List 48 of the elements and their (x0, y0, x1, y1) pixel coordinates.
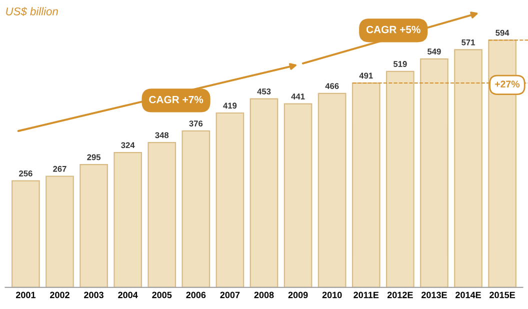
x-tick-label: 2012E (387, 292, 413, 298)
bar (420, 58, 448, 288)
x-tick-label: 2008 (254, 292, 274, 298)
x-tick-label: 2013E (421, 292, 447, 298)
data-label: 267 (53, 166, 66, 172)
bar (386, 70, 414, 288)
data-label: 324 (121, 142, 135, 148)
data-label: 453 (257, 88, 271, 94)
bar (318, 92, 346, 288)
data-label: 295 (87, 154, 101, 160)
data-label: 491 (359, 72, 373, 79)
x-tick-label: 2003 (84, 292, 104, 298)
text: CAGR +5% (366, 26, 420, 34)
x-tick-label: 2007 (220, 292, 240, 298)
annotation: CAGR +7% (149, 96, 204, 104)
x-tick-label: 2014E (456, 292, 481, 298)
bar (454, 49, 482, 288)
data-label: 348 (155, 132, 169, 138)
bar (216, 112, 244, 288)
x-tick-label: 2002 (50, 292, 70, 298)
x-tick-label: 2010 (322, 292, 342, 298)
data-label: 466 (325, 83, 339, 90)
x-tick-label: 2009 (288, 292, 308, 298)
bar (114, 152, 142, 288)
x-tick-label: 2001 (16, 292, 36, 298)
bar (284, 103, 312, 288)
data-label: 419 (223, 102, 237, 109)
data-label: 549 (428, 48, 441, 54)
data-label: 571 (462, 40, 475, 46)
bar (12, 180, 40, 288)
x-tick-label: 2015E (490, 292, 515, 298)
bar (46, 176, 74, 288)
bar (148, 142, 176, 288)
data-label: 256 (19, 170, 32, 176)
annotation: +27% (495, 80, 520, 88)
data-label: 441 (291, 94, 305, 100)
data-label: 376 (189, 120, 203, 126)
x-tick-label: 2006 (186, 292, 206, 298)
bar (182, 130, 210, 288)
data-label: 594 (496, 30, 510, 36)
x-tick-label: 2011E (354, 292, 379, 298)
bar (250, 98, 278, 288)
x-tick-label: 2004 (118, 292, 138, 298)
x-tick-label: 2005 (152, 292, 172, 298)
data-label: 519 (393, 61, 407, 67)
bar (352, 82, 380, 288)
bar (80, 164, 108, 288)
y-axis-title: US$ billion (6, 7, 58, 16)
